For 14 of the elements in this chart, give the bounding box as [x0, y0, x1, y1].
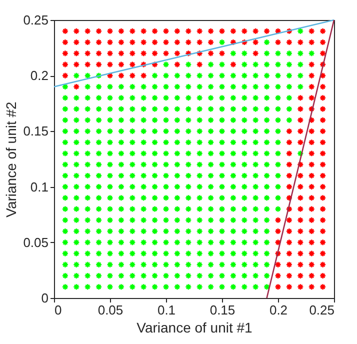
x-tick-label: 0.15	[210, 302, 236, 318]
y-tick-label: 0.25	[23, 12, 48, 28]
x-tick-label: 0.1	[157, 302, 176, 318]
y-tick-label: 0.2	[30, 68, 48, 84]
y-tick-label: 0.1	[30, 179, 48, 194]
y-axis-title: Variance of unit #2	[3, 101, 20, 218]
x-tick-label: 0.25	[309, 302, 334, 318]
x-tick-label: 0	[54, 302, 62, 318]
y-tick-label: 0.05	[23, 234, 48, 250]
x-tick-label: 0.2	[269, 302, 288, 318]
x-axis-title: Variance of unit #1	[136, 320, 253, 336]
x-tick-label: 0.05	[98, 302, 124, 318]
y-tick-label: 0.15	[23, 124, 48, 139]
y-tick-label: 0	[41, 290, 48, 306]
